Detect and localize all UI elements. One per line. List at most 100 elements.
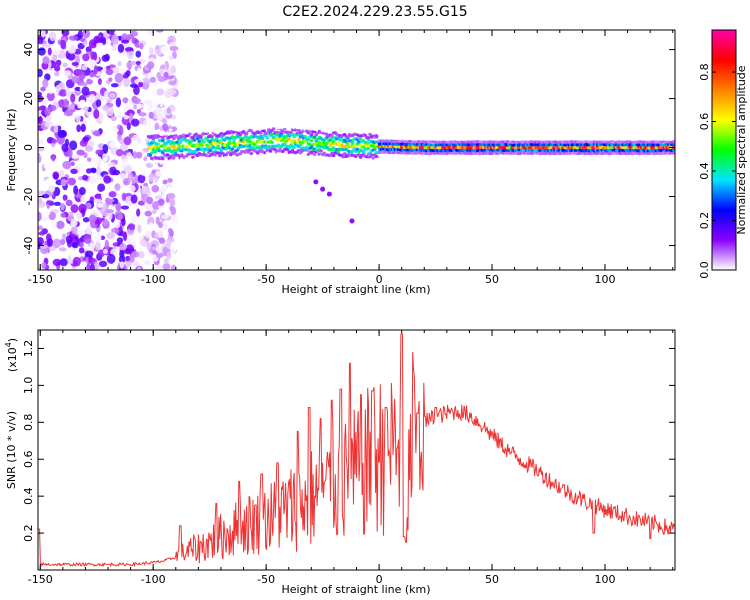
heatmap-cell: [279, 122, 284, 126]
heatmap-cell: [311, 155, 315, 159]
heatmap-cell: [365, 157, 369, 162]
y-tick-label: 1.2: [22, 340, 35, 358]
heatmap-cell: [251, 146, 255, 150]
heatmap-cell: [97, 183, 106, 192]
heatmap-cell: [290, 132, 295, 136]
snr-x-axis-label: Height of straight line (km): [281, 583, 430, 596]
heatmap-cell: [42, 78, 49, 89]
heatmap-cell: [136, 137, 142, 144]
heatmap-cell: [59, 258, 68, 267]
heatmap-cell: [290, 140, 295, 145]
heatmap-cell: [63, 98, 69, 108]
heatmap-cell: [112, 125, 118, 132]
heatmap-cell: [308, 130, 312, 134]
heatmap-cell: [95, 240, 102, 251]
heatmap-cell: [95, 166, 102, 176]
heatmap-cell: [70, 168, 78, 175]
heatmap-cell: [63, 110, 73, 117]
heatmap-cell: [355, 160, 360, 164]
heatmap-cell: [175, 140, 179, 144]
heatmap-cell: [276, 151, 281, 155]
heatmap-cell: [110, 227, 120, 233]
heatmap-cell: [169, 245, 177, 254]
heatmap-cell: [93, 261, 99, 270]
heatmap-cell: [230, 135, 235, 139]
heatmap-cell: [146, 196, 154, 205]
heatmap-cell: [213, 129, 217, 134]
heatmap-cell: [154, 49, 162, 57]
heatmap-cell: [44, 120, 53, 128]
heatmap-cell: [81, 86, 90, 96]
heatmap-cell: [38, 106, 43, 111]
heatmap-cell: [127, 184, 136, 193]
heatmap-cell: [111, 34, 119, 45]
heatmap-cell: [58, 247, 67, 252]
heatmap-cell: [167, 192, 176, 200]
heatmap-cell: [155, 113, 164, 121]
heatmap-cell: [115, 202, 122, 212]
heatmap-cell: [167, 178, 173, 183]
heatmap-cell: [151, 161, 156, 165]
heatmap-cell: [71, 61, 79, 66]
chart-title: C2E2.2024.229.23.55.G15: [282, 4, 467, 20]
heatmap-cell: [93, 108, 100, 119]
heatmap-cell: [202, 140, 206, 144]
heatmap-cell: [342, 152, 347, 156]
heatmap-cell: [38, 211, 42, 222]
y-tick-label: 0.8: [22, 414, 35, 432]
heatmap-cell: [38, 231, 46, 236]
heatmap-cell: [172, 221, 179, 230]
heatmap-cell: [55, 84, 61, 94]
heatmap-cell: [119, 243, 128, 251]
heatmap-cell: [161, 136, 165, 140]
heatmap-cell: [161, 157, 165, 161]
heatmap-cell: [178, 140, 183, 145]
heatmap-cell: [77, 30, 84, 40]
heatmap-cell: [133, 97, 141, 105]
heatmap-cell: [331, 153, 336, 158]
heatmap-cell: [38, 138, 43, 144]
heatmap-cell: [66, 40, 72, 51]
heatmap-cell: [227, 155, 232, 160]
colorbar-frame: [711, 29, 737, 271]
heatmap-cell: [103, 218, 108, 226]
heatmap-cell: [349, 144, 353, 149]
heatmap-cell: [95, 99, 102, 107]
heatmap-cell: [114, 183, 121, 191]
heatmap-cell: [322, 125, 326, 129]
heatmap-cell: [336, 159, 341, 163]
snr-panel: -150 -100 -50 0 50 100 0.2 0.4 0.6 0.8 1.0 1.2 Hei…: [4, 329, 676, 596]
heatmap-cell: [162, 118, 168, 126]
heatmap-cell: [282, 127, 287, 131]
heatmap-cell: [160, 185, 168, 193]
heatmap-cell: [38, 153, 41, 163]
heatmap-cell: [191, 127, 195, 131]
heatmap-cell: [137, 250, 145, 259]
heatmap-cell: [339, 137, 344, 141]
heatmap-cell: [232, 138, 236, 142]
heatmap-cell: [90, 168, 97, 174]
heatmap-cell: [116, 213, 123, 221]
heatmap-cell: [165, 153, 170, 157]
heatmap-cell: [183, 159, 187, 164]
heatmap-cell: [44, 107, 52, 116]
heatmap-cell: [61, 30, 70, 37]
heatmap-cell: [158, 237, 166, 244]
heatmap-cell: [169, 128, 173, 132]
heatmap-cell: [70, 154, 80, 159]
heatmap-cell: [88, 93, 96, 104]
heatmap-cell: [70, 204, 79, 213]
heatmap-cell: [350, 140, 355, 144]
heatmap-cell: [335, 155, 339, 159]
heatmap-cell: [83, 234, 92, 244]
heatmap-cell: [45, 209, 51, 216]
heatmap-cell: [82, 217, 90, 223]
heatmap-cell: [48, 211, 56, 221]
heatmap-cell: [62, 225, 70, 232]
heatmap-cell: [65, 87, 71, 98]
heatmap-cell: [68, 35, 78, 41]
heatmap-cell: [316, 143, 320, 147]
heatmap-cell: [319, 126, 323, 130]
heatmap-cell: [89, 71, 95, 78]
heatmap-cell: [143, 99, 153, 105]
